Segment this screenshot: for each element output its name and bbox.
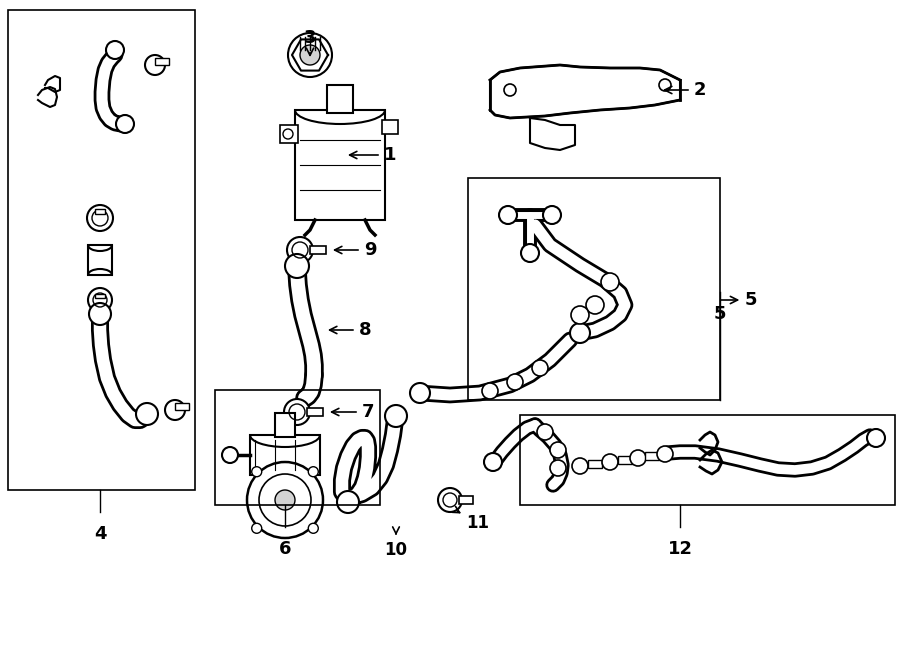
Text: 8: 8 — [329, 321, 372, 339]
Bar — [95, 294, 105, 298]
Circle shape — [300, 45, 320, 65]
Bar — [468, 178, 720, 400]
Circle shape — [571, 306, 589, 324]
Bar — [327, 85, 353, 113]
Circle shape — [484, 453, 502, 471]
Bar — [520, 415, 895, 505]
Bar — [250, 435, 320, 475]
Circle shape — [410, 383, 430, 403]
Bar — [215, 390, 380, 505]
Circle shape — [537, 424, 553, 440]
Bar — [588, 460, 602, 468]
Circle shape — [252, 467, 262, 477]
Text: 4: 4 — [94, 525, 106, 543]
Circle shape — [385, 405, 407, 427]
Circle shape — [438, 488, 462, 512]
Circle shape — [287, 237, 313, 263]
Circle shape — [630, 450, 646, 466]
Text: 12: 12 — [668, 540, 692, 558]
Circle shape — [586, 296, 604, 314]
Circle shape — [247, 462, 323, 538]
Circle shape — [285, 254, 309, 278]
Bar — [295, 110, 385, 220]
Circle shape — [106, 41, 124, 59]
Circle shape — [309, 467, 319, 477]
Bar — [459, 496, 473, 504]
Bar — [382, 120, 398, 134]
Bar — [618, 456, 632, 464]
Polygon shape — [530, 118, 575, 150]
Circle shape — [550, 442, 566, 458]
Circle shape — [222, 447, 238, 463]
Bar — [155, 58, 169, 65]
Text: 11: 11 — [452, 506, 490, 532]
Bar — [95, 209, 105, 214]
Circle shape — [309, 523, 319, 534]
Text: 2: 2 — [664, 81, 707, 99]
Bar — [307, 408, 323, 416]
Circle shape — [88, 288, 112, 312]
Bar — [280, 125, 298, 143]
Circle shape — [136, 403, 158, 425]
Bar — [275, 413, 295, 437]
Circle shape — [507, 374, 523, 390]
Text: 9: 9 — [335, 241, 376, 259]
Text: 1: 1 — [349, 146, 396, 164]
Circle shape — [284, 399, 310, 425]
Bar — [88, 245, 112, 275]
Circle shape — [532, 360, 548, 376]
Circle shape — [543, 206, 561, 224]
Text: 7: 7 — [331, 403, 374, 421]
Circle shape — [252, 523, 262, 534]
Text: 5: 5 — [714, 305, 726, 323]
Circle shape — [572, 458, 588, 474]
Circle shape — [259, 474, 311, 526]
Circle shape — [550, 460, 566, 476]
Polygon shape — [292, 40, 328, 71]
Text: 10: 10 — [384, 527, 408, 559]
Circle shape — [482, 383, 498, 399]
Circle shape — [521, 244, 539, 262]
Circle shape — [867, 429, 885, 447]
Circle shape — [116, 115, 134, 133]
Circle shape — [165, 400, 185, 420]
Text: 5: 5 — [721, 291, 758, 309]
Bar — [8, 10, 195, 490]
Circle shape — [89, 303, 111, 325]
Circle shape — [602, 454, 618, 470]
Circle shape — [657, 446, 673, 462]
Bar — [310, 246, 326, 254]
Bar — [175, 403, 189, 410]
Circle shape — [570, 323, 590, 343]
Bar — [645, 452, 659, 460]
Circle shape — [275, 490, 295, 510]
Circle shape — [337, 491, 359, 513]
Circle shape — [87, 205, 113, 231]
Circle shape — [601, 273, 619, 291]
Text: 3: 3 — [304, 29, 316, 56]
Text: 6: 6 — [279, 540, 292, 558]
Polygon shape — [490, 65, 680, 118]
Circle shape — [499, 206, 517, 224]
Circle shape — [145, 55, 165, 75]
